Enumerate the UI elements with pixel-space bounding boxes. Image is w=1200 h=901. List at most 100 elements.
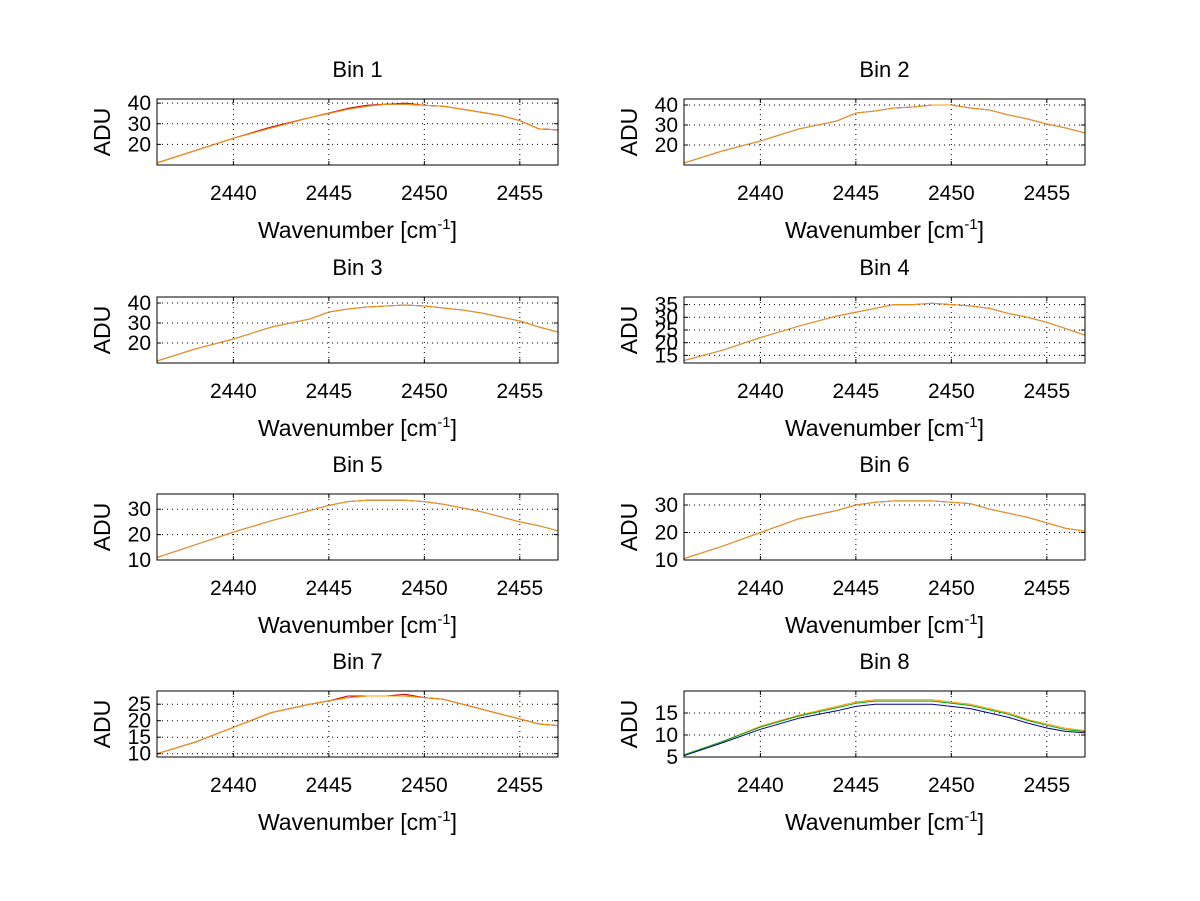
y-tick-label: 25: [655, 319, 678, 342]
x-axis-label-main: Wavenumber [cm: [785, 809, 964, 835]
y-tick-label: 40: [128, 92, 151, 115]
y-tick-label: 30: [128, 312, 151, 335]
axes-frame: [156, 98, 559, 166]
y-tick-label: 40: [128, 292, 151, 315]
y-tick-label: 30: [128, 498, 151, 521]
axes-frame: [156, 690, 559, 758]
series-line-2: [156, 693, 559, 755]
series-line-1: [683, 302, 1086, 361]
y-axis-label: ADU: [89, 108, 115, 157]
series-line-1: [683, 500, 1086, 560]
axes-frame: [683, 690, 1086, 758]
y-tick-label: 10: [128, 549, 151, 572]
x-axis-label-superscript: -1: [964, 216, 977, 233]
y-tick-label: 30: [128, 113, 151, 136]
x-axis-label: Wavenumber [cm-1]: [258, 808, 457, 835]
x-axis-label-end: ]: [978, 217, 984, 243]
series-line-2: [156, 102, 559, 164]
x-axis-label-superscript: -1: [964, 414, 977, 431]
x-tick-label: 2445: [305, 380, 352, 403]
x-tick-label: 2440: [737, 182, 784, 205]
y-axis-label: ADU: [616, 108, 642, 157]
y-tick-label: 40: [655, 94, 678, 117]
x-axis-label-end: ]: [978, 809, 984, 835]
y-tick-label: 20: [128, 710, 151, 733]
axes-frame: [156, 493, 559, 561]
y-tick-label: 30: [655, 494, 678, 517]
x-tick-label: 2440: [737, 774, 784, 797]
axes-frame: [683, 98, 1086, 166]
x-axis-label-superscript: -1: [437, 216, 450, 233]
y-tick-label: 30: [655, 114, 678, 137]
x-axis-label: Wavenumber [cm-1]: [785, 808, 984, 835]
series-line-1: [156, 103, 559, 164]
x-axis-label-main: Wavenumber [cm: [258, 217, 437, 243]
y-tick-label: 15: [128, 726, 151, 749]
x-tick-label: 2455: [1023, 577, 1070, 600]
x-tick-label: 2440: [210, 774, 257, 797]
x-tick-label: 2450: [928, 380, 975, 403]
x-tick-label: 2440: [737, 380, 784, 403]
x-axis-label: Wavenumber [cm-1]: [785, 611, 984, 638]
series-line-2: [683, 500, 1086, 560]
x-tick-label: 2445: [305, 774, 352, 797]
x-axis-label-end: ]: [451, 415, 457, 441]
y-tick-label: 30: [655, 306, 678, 329]
series-line-3: [156, 103, 559, 164]
x-axis-label-end: ]: [978, 415, 984, 441]
series-line-3: [156, 695, 559, 755]
subplot-title: Bin 3: [332, 255, 382, 280]
x-axis-label-superscript: -1: [437, 808, 450, 825]
y-tick-label: 15: [655, 344, 678, 367]
x-tick-label: 2455: [496, 380, 543, 403]
x-axis-label: Wavenumber [cm-1]: [258, 216, 457, 243]
x-tick-label: 2440: [210, 380, 257, 403]
axes-frame: [683, 493, 1086, 561]
y-tick-label: 20: [655, 522, 678, 545]
y-tick-label: 25: [128, 693, 151, 716]
axes-frame: [156, 296, 559, 364]
series-line-3: [683, 703, 1086, 757]
x-axis-label-main: Wavenumber [cm: [785, 217, 964, 243]
x-axis-label-superscript: -1: [964, 808, 977, 825]
x-tick-label: 2455: [496, 577, 543, 600]
x-tick-label: 2450: [928, 182, 975, 205]
y-tick-label: 10: [655, 724, 678, 747]
subplot-title: Bin 6: [859, 452, 909, 477]
y-tick-label: 20: [655, 134, 678, 157]
subplot-title: Bin 8: [859, 649, 909, 674]
x-tick-label: 2440: [210, 182, 257, 205]
series-line-2: [683, 104, 1086, 164]
x-tick-label: 2455: [496, 774, 543, 797]
y-tick-label: 20: [128, 133, 151, 156]
y-tick-label: 20: [655, 332, 678, 355]
y-tick-label: 35: [655, 294, 678, 317]
y-axis-label: ADU: [89, 700, 115, 749]
x-tick-label: 2440: [210, 577, 257, 600]
y-axis-label: ADU: [89, 503, 115, 552]
x-axis-label-main: Wavenumber [cm: [258, 612, 437, 638]
x-axis-label-superscript: -1: [437, 611, 450, 628]
x-tick-label: 2445: [832, 577, 879, 600]
y-axis-label: ADU: [616, 700, 642, 749]
series-line-1: [156, 304, 559, 362]
x-tick-label: 2450: [928, 577, 975, 600]
y-axis-label: ADU: [89, 306, 115, 355]
y-axis-label: ADU: [616, 503, 642, 552]
x-tick-label: 2455: [496, 182, 543, 205]
x-axis-label: Wavenumber [cm-1]: [785, 216, 984, 243]
x-tick-label: 2445: [832, 774, 879, 797]
series-line-2: [156, 499, 559, 558]
y-tick-label: 20: [128, 524, 151, 547]
y-tick-label: 10: [655, 549, 678, 572]
subplot-6: 2440 2445 2450 2455 10 20 30 Bin 6 ADU Wavenumber…: [616, 452, 1086, 638]
x-tick-label: 2440: [737, 577, 784, 600]
x-tick-label: 2445: [305, 577, 352, 600]
x-tick-label: 2445: [832, 182, 879, 205]
subplot-title: Bin 4: [859, 255, 909, 280]
x-tick-label: 2455: [1023, 182, 1070, 205]
